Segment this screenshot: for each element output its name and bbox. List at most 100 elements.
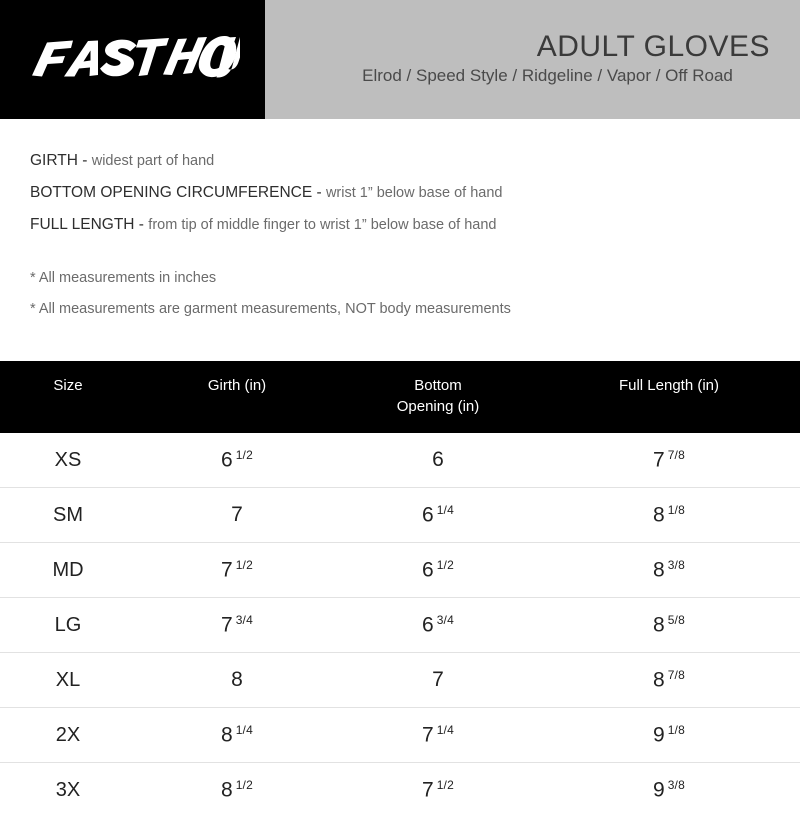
note-item: * All measurements in inches — [30, 270, 217, 286]
measurement-fraction: 1/4 — [436, 722, 454, 737]
column-header-size: Size — [53, 377, 83, 394]
definition-full-length: FULL LENGTH - from tip of middle finger … — [30, 209, 800, 241]
note-item: * All measurements are garment measureme… — [30, 301, 511, 317]
size-chart-table: Size Girth (in) Bottom Opening (in) Full… — [0, 361, 800, 818]
measurement-whole: 8 — [221, 723, 233, 747]
table-header-row: Size Girth (in) Bottom Opening (in) Full… — [0, 361, 800, 433]
measurement-whole: 7 — [432, 668, 444, 691]
measurement-whole: 7 — [221, 613, 233, 637]
table-row: LG 7 3/4 6 3/4 8 5/8 — [0, 597, 800, 653]
measurement-whole: 8 — [653, 503, 665, 527]
full-length-value: 8 5/8 — [538, 597, 800, 653]
girth-value: 8 1/4 — [136, 707, 338, 763]
table-body: XS 6 1/2 6 7 7/8 SM 7 6 1/4 8 1/8 MD 7 1/2 6 1/2 8 3/8 LG 7 3… — [0, 433, 800, 818]
measurement-fraction: 1/4 — [235, 722, 253, 737]
definition-term: GIRTH - — [30, 152, 88, 169]
size-label: LG — [0, 597, 136, 653]
bottom-opening-value: 7 — [338, 652, 538, 708]
measurement-whole: 8 — [653, 668, 665, 692]
measurement-whole: 8 — [231, 668, 243, 691]
column-header-bottom-opening: Bottom Opening (in) — [338, 361, 538, 433]
definition-description: from tip of middle finger to wrist 1” be… — [148, 217, 497, 233]
measurement-whole: 8 — [653, 613, 665, 637]
definition-description: wrist 1” below base of hand — [325, 185, 503, 201]
column-header-girth: Girth (in) — [207, 377, 267, 394]
bottom-opening-value: 6 3/4 — [338, 597, 538, 653]
bottom-opening-value: 7 1/4 — [338, 707, 538, 763]
table-header: Size Girth (in) Bottom Opening (in) Full… — [0, 361, 800, 433]
brand-logo-panel — [0, 0, 265, 119]
banner-title-area: ADULT GLOVES Elrod / Speed Style / Ridge… — [265, 0, 800, 119]
measurement-fraction: 1/2 — [235, 557, 253, 572]
table-row: MD 7 1/2 6 1/2 8 3/8 — [0, 542, 800, 598]
full-length-value: 8 7/8 — [538, 652, 800, 708]
measurement-fraction: 3/4 — [436, 612, 454, 627]
size-label: MD — [0, 542, 136, 598]
fasthouse-logo-icon — [32, 35, 240, 78]
column-header-line2: Opening (in) — [396, 398, 480, 415]
full-length-value: 9 1/8 — [538, 707, 800, 763]
measurement-whole: 8 — [653, 558, 665, 582]
table-row: XS 6 1/2 6 7 7/8 — [0, 433, 800, 488]
measurement-fraction: 5/8 — [667, 612, 685, 627]
table-row: XL 8 7 8 7/8 — [0, 652, 800, 708]
table-row: 2X 8 1/4 7 1/4 9 1/8 — [0, 707, 800, 763]
definitions-block: GIRTH - widest part of hand BOTTOM OPENI… — [0, 119, 800, 241]
page-title: ADULT GLOVES — [536, 30, 770, 63]
size-label: XL — [0, 652, 136, 708]
measurement-fraction: 7/8 — [667, 667, 685, 682]
notes-block: * All measurements in inches * All measu… — [0, 241, 800, 325]
definition-bottom-opening: BOTTOM OPENING CIRCUMFERENCE - wrist 1” … — [30, 177, 800, 209]
column-header-line1: Bottom — [414, 377, 462, 394]
size-label: SM — [0, 487, 136, 543]
measurement-fraction: 1/2 — [436, 777, 454, 792]
measurement-whole: 7 — [231, 503, 243, 526]
bottom-opening-value: 6 1/4 — [338, 487, 538, 543]
measurement-fraction: 1/2 — [235, 447, 253, 462]
measurement-whole: 7 — [221, 558, 233, 582]
girth-value: 8 — [136, 652, 338, 708]
measurement-whole: 6 — [422, 558, 434, 582]
bottom-opening-value: 7 1/2 — [338, 762, 538, 818]
full-length-value: 8 1/8 — [538, 487, 800, 543]
measurement-whole: 6 — [221, 448, 233, 472]
girth-value: 7 1/2 — [136, 542, 338, 598]
measurement-whole: 9 — [653, 723, 665, 747]
definition-description: widest part of hand — [91, 153, 215, 169]
measurement-whole: 7 — [422, 723, 434, 747]
full-length-value: 8 3/8 — [538, 542, 800, 598]
definition-girth: GIRTH - widest part of hand — [30, 145, 800, 177]
definition-term: BOTTOM OPENING CIRCUMFERENCE - — [30, 184, 322, 201]
measurement-fraction: 3/4 — [235, 612, 253, 627]
measurement-fraction: 7/8 — [667, 447, 685, 462]
measurement-whole: 7 — [653, 448, 665, 472]
header-banner: ADULT GLOVES Elrod / Speed Style / Ridge… — [0, 0, 800, 119]
girth-value: 7 — [136, 487, 338, 543]
measurement-fraction: 1/4 — [436, 502, 454, 517]
measurement-whole: 6 — [422, 503, 434, 527]
full-length-value: 7 7/8 — [538, 433, 800, 488]
bottom-opening-value: 6 1/2 — [338, 542, 538, 598]
measurement-whole: 9 — [653, 778, 665, 802]
girth-value: 7 3/4 — [136, 597, 338, 653]
page-subtitle: Elrod / Speed Style / Ridgeline / Vapor … — [362, 65, 733, 85]
measurement-whole: 8 — [221, 778, 233, 802]
measurement-whole: 6 — [432, 448, 444, 471]
measurement-whole: 6 — [422, 613, 434, 637]
size-label: 3X — [0, 762, 136, 818]
measurement-whole: 7 — [422, 778, 434, 802]
measurement-fraction: 1/2 — [235, 777, 253, 792]
measurement-fraction: 1/8 — [667, 502, 685, 517]
girth-value: 8 1/2 — [136, 762, 338, 818]
size-label: 2X — [0, 707, 136, 763]
full-length-value: 9 3/8 — [538, 762, 800, 818]
girth-value: 6 1/2 — [136, 433, 338, 488]
table-row: SM 7 6 1/4 8 1/8 — [0, 487, 800, 543]
size-label: XS — [0, 433, 136, 488]
measurement-fraction: 1/2 — [436, 557, 454, 572]
column-header-full-length: Full Length (in) — [618, 377, 720, 394]
bottom-opening-value: 6 — [338, 433, 538, 488]
measurement-fraction: 3/8 — [667, 777, 685, 792]
measurement-fraction: 3/8 — [667, 557, 685, 572]
measurement-fraction: 1/8 — [667, 722, 685, 737]
